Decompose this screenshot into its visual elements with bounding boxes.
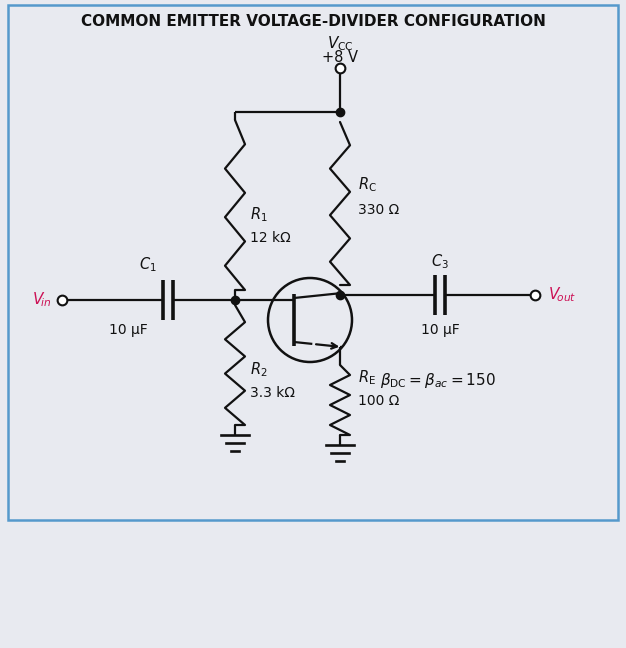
Bar	[8, 5, 618, 520]
Text: +8 V: +8 V	[322, 51, 358, 65]
Text: $V_{\!\it out}$: $V_{\!\it out}$	[548, 286, 577, 305]
Text: $R_{\rm C}$: $R_{\rm C}$	[358, 176, 377, 194]
Text: $R_{\rm E}$: $R_{\rm E}$	[358, 369, 376, 388]
Text: 12 kΩ: 12 kΩ	[250, 231, 290, 245]
Text: 10 μF: 10 μF	[421, 323, 459, 337]
Text: $C_{\rm 3}$: $C_{\rm 3}$	[431, 253, 449, 272]
Text: 100 Ω: 100 Ω	[358, 394, 399, 408]
Text: $R_{\rm 1}$: $R_{\rm 1}$	[250, 205, 268, 224]
Text: $V_{\!in}$: $V_{\!in}$	[32, 291, 52, 309]
Text: $V_{\rm CC}$: $V_{\rm CC}$	[327, 34, 354, 53]
Text: COMMON EMITTER VOLTAGE-DIVIDER CONFIGURATION: COMMON EMITTER VOLTAGE-DIVIDER CONFIGURA…	[81, 14, 545, 30]
Text: 330 Ω: 330 Ω	[358, 203, 399, 217]
Text: $\beta_{\rm DC} = \beta_{\it ac} = 150$: $\beta_{\rm DC} = \beta_{\it ac} = 150$	[380, 371, 496, 389]
Text: 10 μF: 10 μF	[109, 323, 147, 337]
Text: $R_{\rm 2}$: $R_{\rm 2}$	[250, 361, 267, 379]
Text: $C_{\rm 1}$: $C_{\rm 1}$	[139, 256, 157, 274]
Text: 3.3 kΩ: 3.3 kΩ	[250, 386, 295, 400]
